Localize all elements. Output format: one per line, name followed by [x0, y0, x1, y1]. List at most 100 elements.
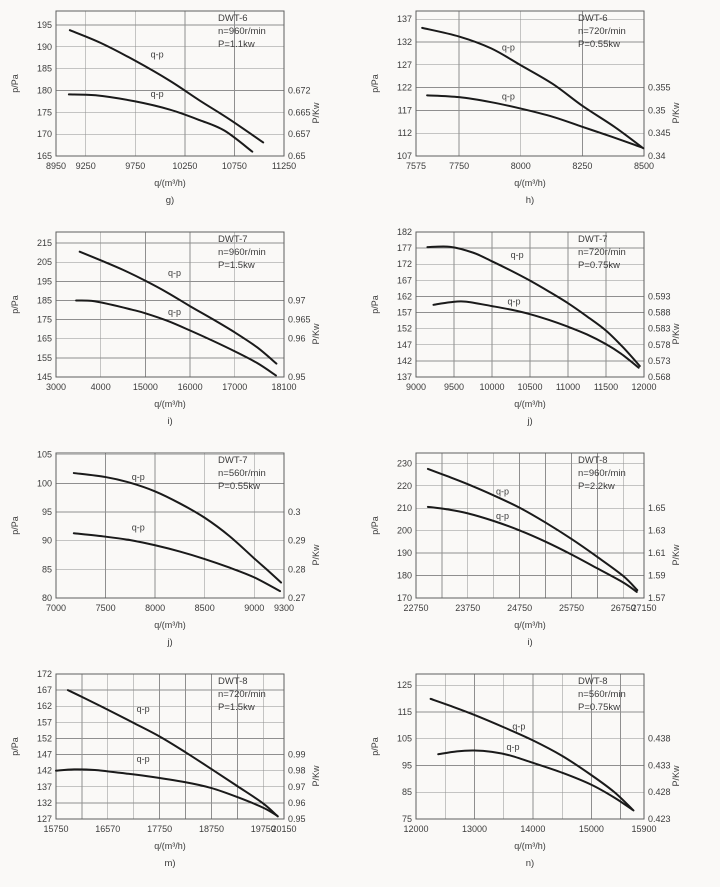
curve-label: q-p: [507, 297, 520, 307]
y-tick-label: 132: [397, 37, 412, 47]
x-tick-label: 9500: [444, 382, 464, 392]
y-tick-label: 185: [37, 296, 52, 306]
x-tick-label: 9750: [125, 161, 145, 171]
x-tick-label: 7575: [406, 161, 426, 171]
chart-panel: 170 180 190 200 210 220 230 1.65 1.63 1.61 1.59 1.5…: [360, 443, 720, 664]
qp-curve: [429, 697, 635, 812]
curve-label: q-p: [168, 268, 181, 278]
x-tick-label: 17750: [147, 824, 172, 834]
x-tick-label: 9250: [76, 161, 96, 171]
chart-n: 75 85 95 105 115 125 0.438 0.433 0.428 0.423 12000…: [370, 673, 681, 869]
curve-label: q-p: [151, 89, 164, 99]
chart-title-line: P=0.55kw: [218, 481, 260, 492]
x-tick-label: 3000: [46, 382, 66, 392]
left-axis-label: p/Pa: [10, 737, 20, 756]
y-tick-label: 127: [397, 60, 412, 70]
y-tick-label: 100: [37, 478, 52, 488]
x-tick-label: 8000: [511, 161, 531, 171]
y-tick-label: 165: [37, 151, 52, 161]
y-tick-label: 190: [37, 42, 52, 52]
y-tick-label: 175: [37, 107, 52, 117]
y-tick-label: 147: [397, 340, 412, 350]
right-tick-label: 0.95: [288, 372, 306, 382]
plot-frame: [415, 10, 645, 157]
right-tick-label: 0.27: [288, 593, 306, 603]
x-tick-label: 22750: [403, 603, 428, 613]
y-tick-label: 85: [402, 787, 412, 797]
chart-title-line: DWT-7: [578, 234, 608, 245]
x-tick-label: 8500: [195, 603, 215, 613]
y-tick-label: 142: [397, 356, 412, 366]
left-axis-label: p/Pa: [10, 295, 20, 314]
y-tick-label: 115: [398, 707, 412, 717]
y-tick-label: 170: [397, 593, 412, 603]
right-tick-label: 0.96: [288, 798, 306, 808]
y-tick-label: 147: [37, 750, 52, 760]
y-tick-label: 105: [37, 450, 52, 460]
qp-curve: [437, 749, 634, 811]
right-tick-label: 0.3: [288, 507, 301, 517]
curve-label: q-p: [151, 50, 164, 60]
curve-label: q-p: [496, 487, 509, 497]
x-tick-label: 15900: [631, 824, 656, 834]
x-tick-label: 12000: [631, 382, 656, 392]
right-tick-label: 0.423: [648, 814, 671, 824]
y-tick-label: 172: [37, 669, 52, 679]
y-tick-label: 85: [42, 564, 52, 574]
chart-title-line: n=720r/min: [578, 26, 626, 37]
y-tick-label: 122: [397, 83, 412, 93]
chart-panel: 75 85 95 105 115 125 0.438 0.433 0.428 0.423 12000…: [360, 664, 720, 885]
x-axis-label: q/(m³/h): [154, 620, 186, 630]
right-tick-label: 0.35: [648, 105, 666, 115]
right-tick-label: 1.65: [648, 503, 666, 513]
right-tick-label: 0.665: [288, 107, 311, 117]
chart-panel: 127 132 137 142 147 152 157 162 167 172 0.99 0.98 0.…: [0, 664, 360, 885]
chart-panel: 137 142 147 152 157 162 167 172 177 182 0.593 0.588…: [360, 222, 720, 443]
chart-title-line: n=720r/min: [578, 247, 626, 258]
right-tick-label: 0.345: [648, 128, 671, 138]
right-tick-label: 0.433: [648, 761, 671, 771]
y-tick-label: 175: [37, 315, 52, 325]
right-tick-label: 0.965: [288, 315, 311, 325]
y-tick-label: 230: [397, 458, 412, 468]
qp-curve: [426, 94, 643, 149]
chart-title-line: P=0.75kw: [578, 260, 620, 271]
y-tick-label: 105: [397, 734, 412, 744]
y-tick-label: 220: [397, 481, 412, 491]
x-tick-label: 11500: [594, 382, 618, 392]
y-tick-label: 145: [37, 372, 52, 382]
x-axis-label: q/(m³/h): [154, 841, 186, 851]
x-tick-label: 11000: [556, 382, 580, 392]
right-tick-label: 0.578: [648, 340, 671, 350]
tick-labels: 127 132 137 142 147 152 157 162 167 172 0.99 0.98 0.…: [37, 669, 306, 834]
x-tick-label: 11250: [272, 161, 296, 171]
x-tick-label: 24750: [507, 603, 532, 613]
left-axis-label: p/Pa: [370, 737, 380, 756]
chart-caption: n): [526, 858, 534, 869]
y-tick-label: 185: [37, 64, 52, 74]
right-tick-label: 0.593: [648, 291, 671, 301]
x-tick-label: 17000: [222, 382, 247, 392]
x-axis-label: q/(m³/h): [154, 399, 186, 409]
chart-title-line: n=560r/min: [218, 468, 266, 479]
x-tick-label: 10250: [172, 161, 197, 171]
tick-labels: 107 112 117 122 127 132 137 0.355 0.35 0.345 0.34 7…: [397, 14, 671, 171]
tick-labels: 80 85 90 95 100 105 0.3 0.29 0.28 0.27 7000 7500 800…: [37, 450, 306, 613]
chart-i2: 170 180 190 200 210 220 230 1.65 1.63 1.61 1.59 1.5…: [370, 452, 681, 648]
right-axis-label: P/Kw: [671, 544, 681, 566]
x-tick-label: 8950: [46, 161, 66, 171]
x-tick-label: 7750: [449, 161, 469, 171]
left-axis-label: p/Pa: [10, 74, 20, 93]
y-tick-label: 142: [37, 766, 52, 776]
x-axis-label: q/(m³/h): [154, 178, 186, 188]
qp-curve: [68, 29, 265, 144]
right-axis-label: P/Kw: [671, 323, 681, 345]
qp-curve: [426, 505, 638, 593]
right-tick-label: 0.95: [288, 814, 306, 824]
y-tick-label: 162: [37, 701, 52, 711]
x-tick-label: 15000: [133, 382, 158, 392]
right-axis-label: P/Kw: [311, 323, 321, 345]
y-tick-label: 165: [37, 334, 52, 344]
chart-title-line: n=720r/min: [218, 689, 266, 700]
chart-title-line: n=560r/min: [578, 689, 626, 700]
